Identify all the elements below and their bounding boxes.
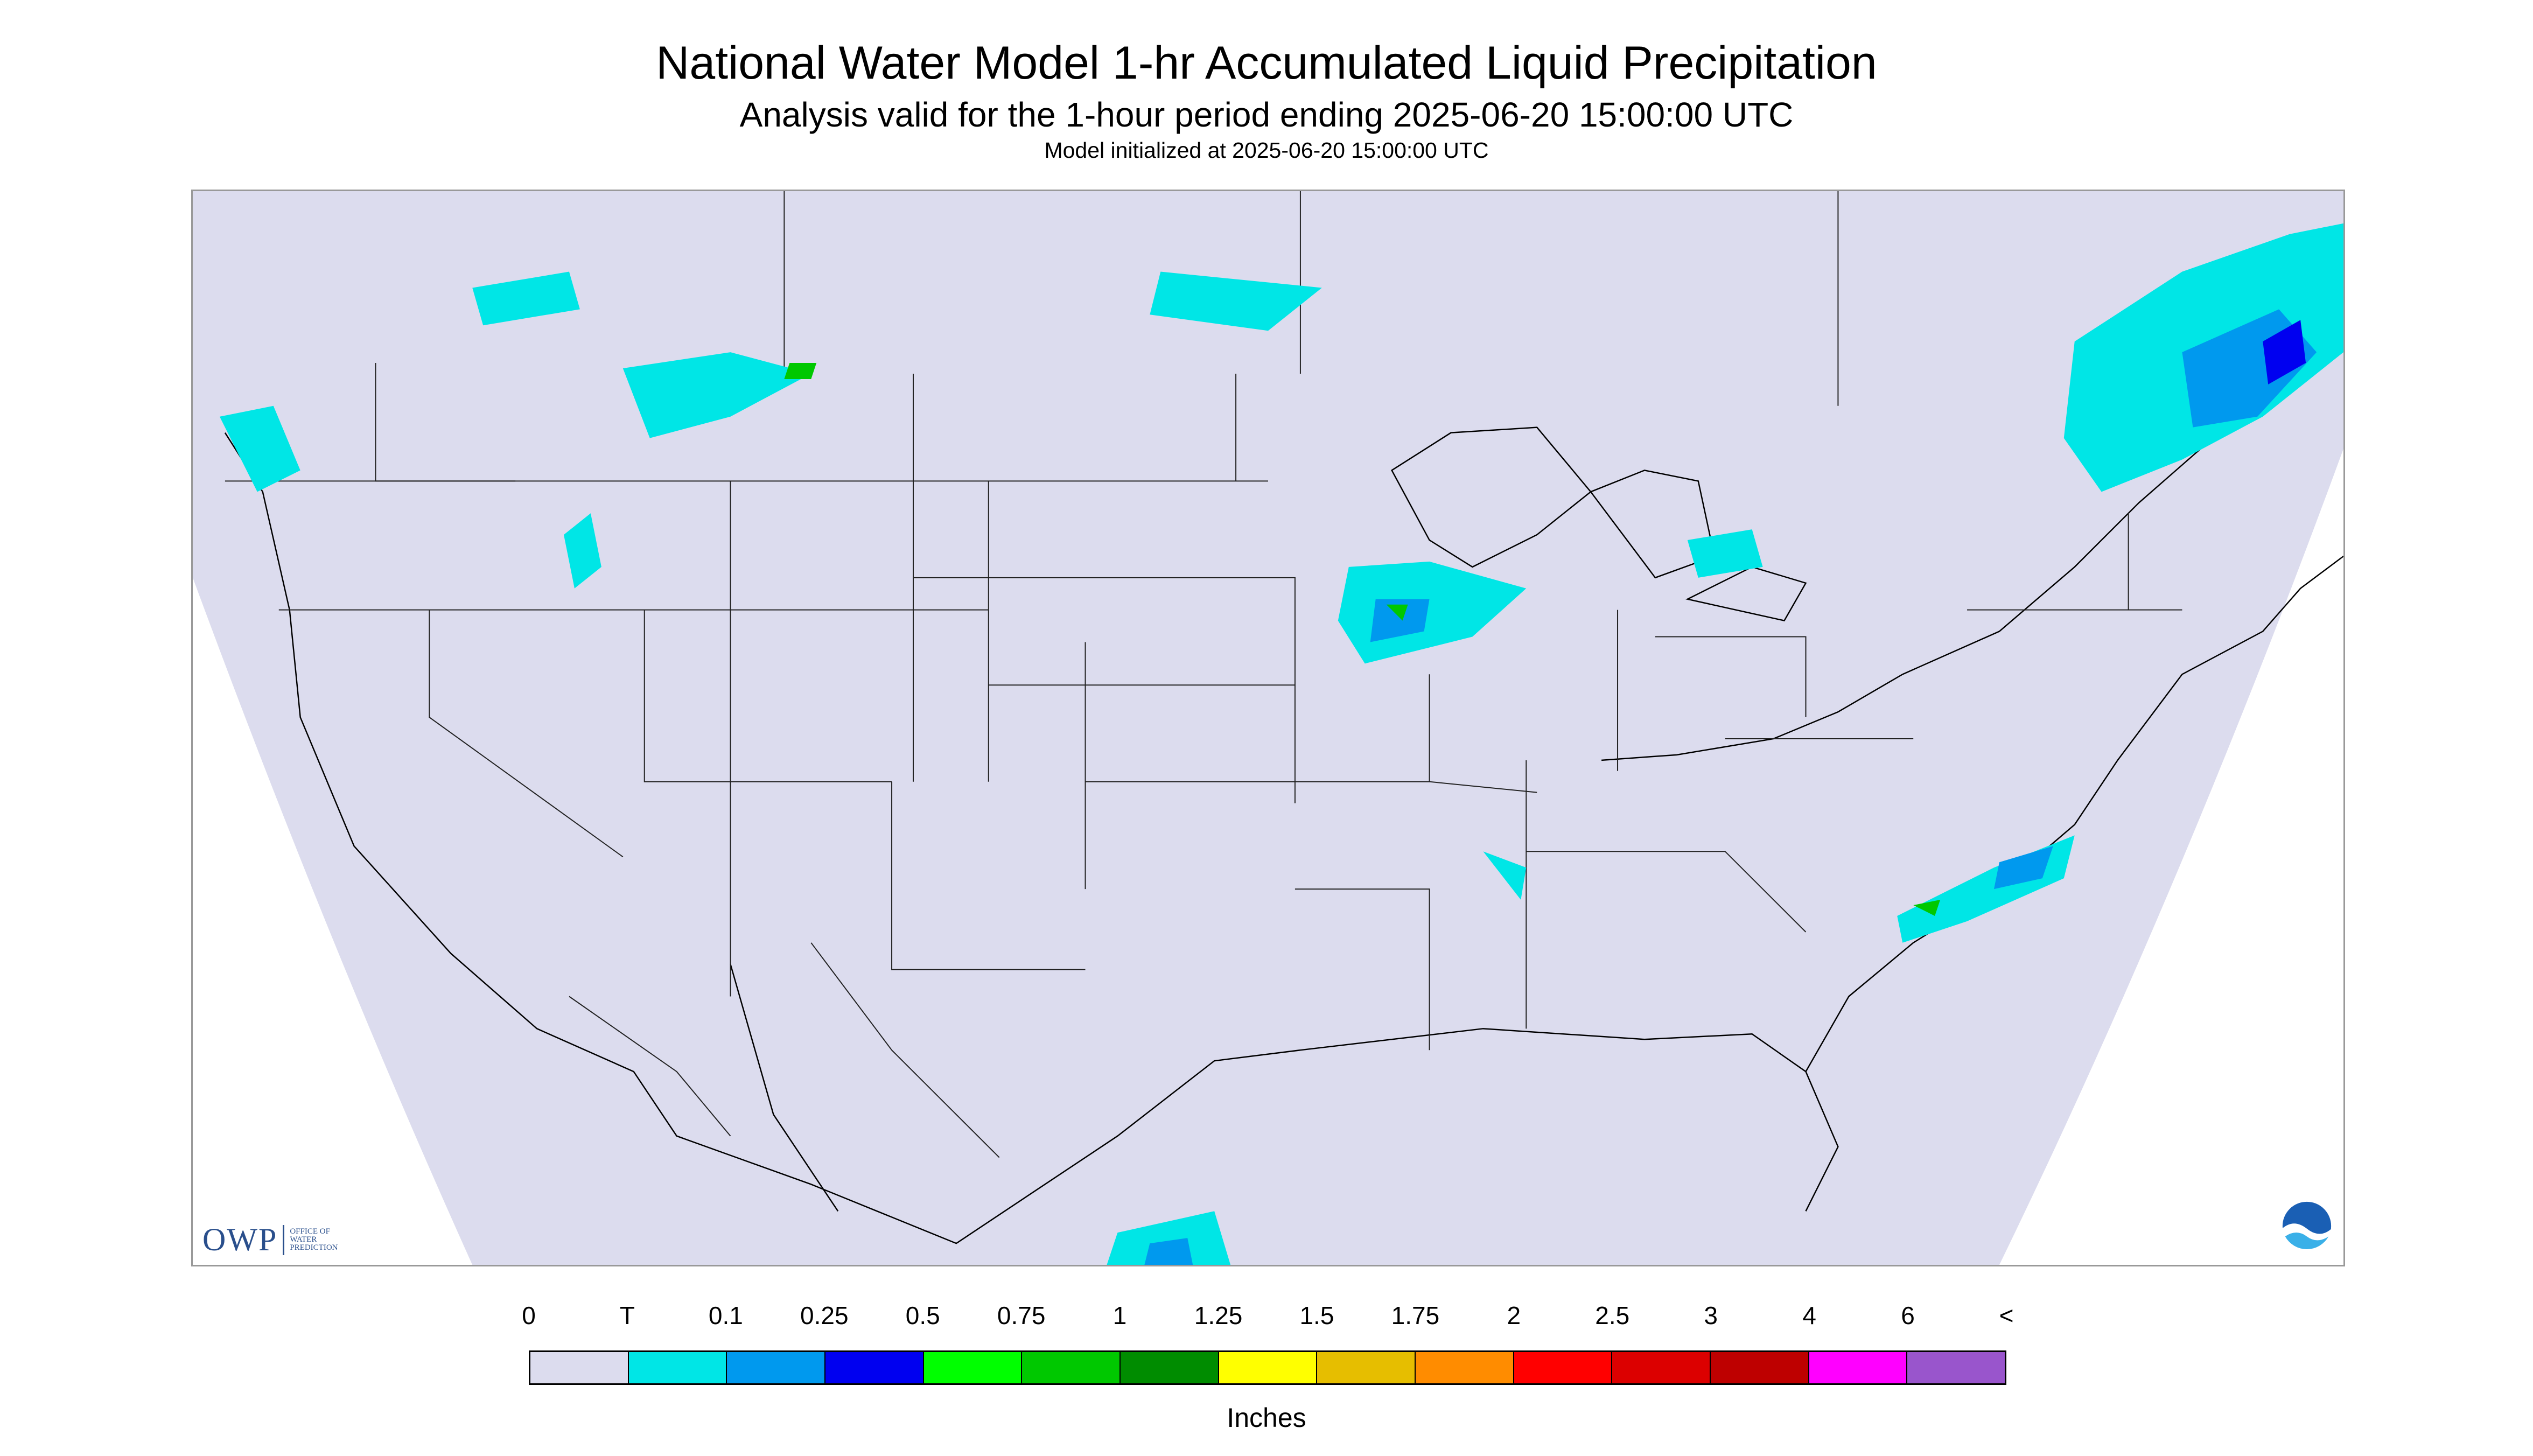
- legend-tick-label: 0.75: [997, 1301, 1046, 1329]
- legend-swatch: [1121, 1352, 1219, 1383]
- owp-logo-subtitle: OFFICE OF WATER PREDICTION: [290, 1228, 338, 1252]
- legend-tick-label: 0: [522, 1301, 536, 1329]
- legend-tick-label: 2: [1507, 1301, 1521, 1329]
- legend-swatch: [1907, 1352, 2005, 1383]
- legend-swatch: [1711, 1352, 1809, 1383]
- legend-swatch: [1317, 1352, 1416, 1383]
- legend-swatch: [1022, 1352, 1121, 1383]
- coastline: [224, 383, 2343, 1244]
- legend-tick-label: 2.5: [1595, 1301, 1630, 1329]
- legend-swatch: [530, 1352, 629, 1383]
- legend-tick-label: 0.1: [708, 1301, 743, 1329]
- owp-sub-line: WATER: [290, 1235, 317, 1244]
- legend-tick-label: 0.25: [800, 1301, 849, 1329]
- map-canvas: [193, 191, 2343, 1265]
- owp-logo-divider: [283, 1224, 285, 1255]
- legend-swatch: [1514, 1352, 1613, 1383]
- legend-tick-label: 1: [1112, 1301, 1127, 1329]
- owp-logo: OWP OFFICE OF WATER PREDICTION: [202, 1221, 338, 1258]
- state-boundaries: [225, 191, 2182, 1158]
- legend-tick-label: 1.25: [1194, 1301, 1243, 1329]
- precipitation-map: OWP OFFICE OF WATER PREDICTION: [191, 190, 2345, 1266]
- legend-swatch: [1612, 1352, 1711, 1383]
- owp-sub-line: OFFICE OF: [290, 1227, 330, 1236]
- legend-swatch: [825, 1352, 924, 1383]
- legend-swatch: [1416, 1352, 1514, 1383]
- legend-swatch: [1809, 1352, 1908, 1383]
- legend-tick-label: 3: [1704, 1301, 1718, 1329]
- legend-units: Inches: [1227, 1403, 1306, 1433]
- map-subtitle: Analysis valid for the 1-hour period end…: [739, 95, 1794, 134]
- legend-swatch: [1219, 1352, 1318, 1383]
- legend-tick-label: T: [619, 1301, 635, 1329]
- legend-tick-label: <: [1999, 1301, 2014, 1329]
- legend-swatch: [923, 1352, 1023, 1383]
- legend-tick-label: 0.5: [905, 1301, 940, 1329]
- legend-tick-label: 4: [1802, 1301, 1816, 1329]
- owp-logo-text: OWP: [202, 1222, 278, 1257]
- legend-swatch: [628, 1352, 727, 1383]
- legend-tick-label: 1.5: [1299, 1301, 1334, 1329]
- map-title: National Water Model 1-hr Accumulated Li…: [656, 37, 1877, 89]
- map-domain: [193, 191, 2343, 1265]
- legend-tick-label: 1.75: [1391, 1301, 1440, 1329]
- noaa-logo-icon: [2281, 1200, 2333, 1252]
- legend-swatch: [727, 1352, 826, 1383]
- legend-tick-label: 6: [1901, 1301, 1915, 1329]
- precip-areas: [219, 223, 2343, 1265]
- owp-sub-line: PREDICTION: [290, 1243, 338, 1252]
- legend-colorbar: [529, 1350, 2006, 1385]
- model-init-line: Model initialized at 2025-06-20 15:00:00…: [1044, 138, 1489, 163]
